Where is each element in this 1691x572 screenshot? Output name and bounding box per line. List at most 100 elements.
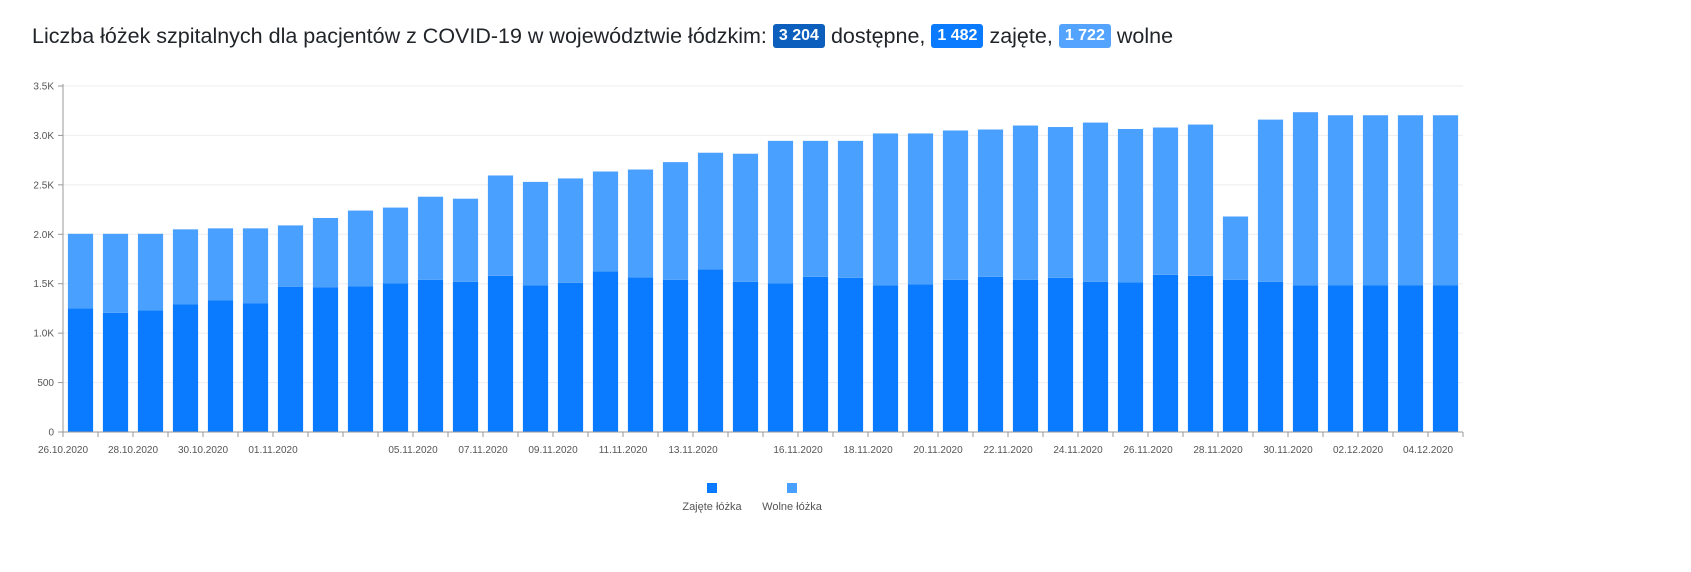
x-tick-label: 30.11.2020: [1263, 445, 1313, 456]
bar-free: [1362, 115, 1389, 286]
bar-free: [627, 169, 654, 278]
y-tick-label: 500: [37, 378, 54, 389]
x-tick-label: 09.11.2020: [528, 445, 578, 456]
bar-occupied: [1187, 275, 1214, 432]
bar-occupied: [627, 277, 654, 432]
bar-occupied: [1047, 277, 1074, 432]
bar-free: [802, 140, 829, 277]
bar-free: [1397, 115, 1424, 286]
total-beds-label: dostępne,: [830, 23, 926, 48]
y-tick-label: 1.0K: [33, 329, 54, 340]
x-tick-label: 05.11.2020: [388, 445, 438, 456]
bar-free: [312, 217, 339, 288]
bar-free: [942, 130, 969, 280]
bar-occupied: [907, 284, 934, 432]
y-tick-label: 3.5K: [33, 82, 54, 93]
bar-free: [592, 171, 619, 272]
x-tick-label: 16.11.2020: [773, 445, 823, 456]
bar-free: [662, 162, 689, 280]
bar-occupied: [102, 312, 129, 432]
bar-free: [872, 133, 899, 286]
bar-free: [207, 228, 234, 301]
bar-free: [1257, 119, 1284, 282]
x-tick-label: 20.11.2020: [913, 445, 963, 456]
y-tick-label: 0: [48, 428, 54, 439]
total-beds-badge: 3 204: [772, 24, 825, 48]
bar-free: [1327, 115, 1354, 286]
bar-occupied: [977, 276, 1004, 432]
x-tick-label: 26.11.2020: [1123, 445, 1173, 456]
bar-occupied: [1012, 279, 1039, 432]
x-tick-label: 18.11.2020: [843, 445, 893, 456]
bar-free: [172, 229, 199, 305]
x-tick-label: 22.11.2020: [983, 445, 1033, 456]
bar-occupied: [1397, 285, 1424, 432]
bar-free: [732, 153, 759, 282]
legend-swatch: [707, 483, 717, 493]
bar-free: [417, 196, 444, 280]
bar-occupied: [67, 308, 94, 432]
bar-occupied: [557, 282, 584, 432]
bar-free: [522, 181, 549, 286]
bar-occupied: [242, 303, 269, 432]
bar-occupied: [662, 279, 689, 432]
bar-occupied: [1257, 281, 1284, 432]
bar-free: [452, 198, 479, 282]
bar-occupied: [767, 283, 794, 432]
bar-occupied: [1292, 285, 1319, 432]
bar-occupied: [522, 285, 549, 432]
y-tick-label: 2.0K: [33, 230, 54, 241]
chart-header: Liczba łóżek szpitalnych dla pacjentów z…: [32, 20, 1173, 52]
bar-occupied: [312, 287, 339, 432]
occupied-beds-label: zajęte,: [989, 23, 1053, 48]
bar-free: [1222, 216, 1249, 280]
bar-free: [1292, 112, 1319, 286]
header-title: Liczba łóżek szpitalnych dla pacjentów z…: [32, 23, 767, 48]
bar-free: [242, 228, 269, 304]
bar-occupied: [1327, 285, 1354, 432]
bar-occupied: [1117, 282, 1144, 432]
bar-occupied: [487, 275, 514, 432]
bar-occupied: [1222, 279, 1249, 432]
bar-free: [347, 210, 374, 287]
bar-occupied: [1152, 274, 1179, 432]
bar-occupied: [137, 310, 164, 432]
x-tick-label: 11.11.2020: [599, 445, 648, 456]
bar-occupied: [592, 271, 619, 432]
bar-occupied: [732, 281, 759, 432]
bar-occupied: [872, 285, 899, 432]
bar-free: [137, 233, 164, 311]
bar-occupied: [382, 283, 409, 432]
bar-free: [1082, 122, 1109, 282]
bar-occupied: [452, 281, 479, 432]
bar-occupied: [277, 286, 304, 432]
x-tick-label: 26.10.2020: [38, 445, 88, 456]
bar-occupied: [942, 279, 969, 432]
x-tick-label: 28.10.2020: [108, 445, 158, 456]
bar-free: [977, 129, 1004, 277]
legend-label: Wolne łóżka: [762, 501, 823, 513]
x-tick-label: 24.11.2020: [1053, 445, 1103, 456]
bar-free: [1047, 127, 1074, 278]
free-beds-badge: 1 722: [1058, 24, 1111, 48]
x-tick-label: 07.11.2020: [458, 445, 508, 456]
legend-label: Zajęte łóżka: [682, 501, 742, 513]
y-tick-label: 2.5K: [33, 180, 54, 191]
bar-free: [1117, 129, 1144, 283]
bar-free: [907, 133, 934, 285]
occupied-beds-badge: 1 482: [931, 24, 984, 48]
x-tick-label: 13.11.2020: [668, 445, 718, 456]
bar-occupied: [697, 269, 724, 432]
bar-occupied: [1082, 281, 1109, 432]
bar-occupied: [1432, 285, 1459, 432]
bar-free: [767, 140, 794, 284]
bar-free: [1432, 115, 1459, 286]
x-tick-label: 01.11.2020: [248, 445, 298, 456]
x-tick-label: 28.11.2020: [1193, 445, 1243, 456]
bar-occupied: [802, 276, 829, 432]
legend-swatch: [787, 483, 797, 493]
x-tick-label: 30.10.2020: [178, 445, 228, 456]
bar-free: [67, 233, 94, 309]
bar-free: [697, 152, 724, 270]
